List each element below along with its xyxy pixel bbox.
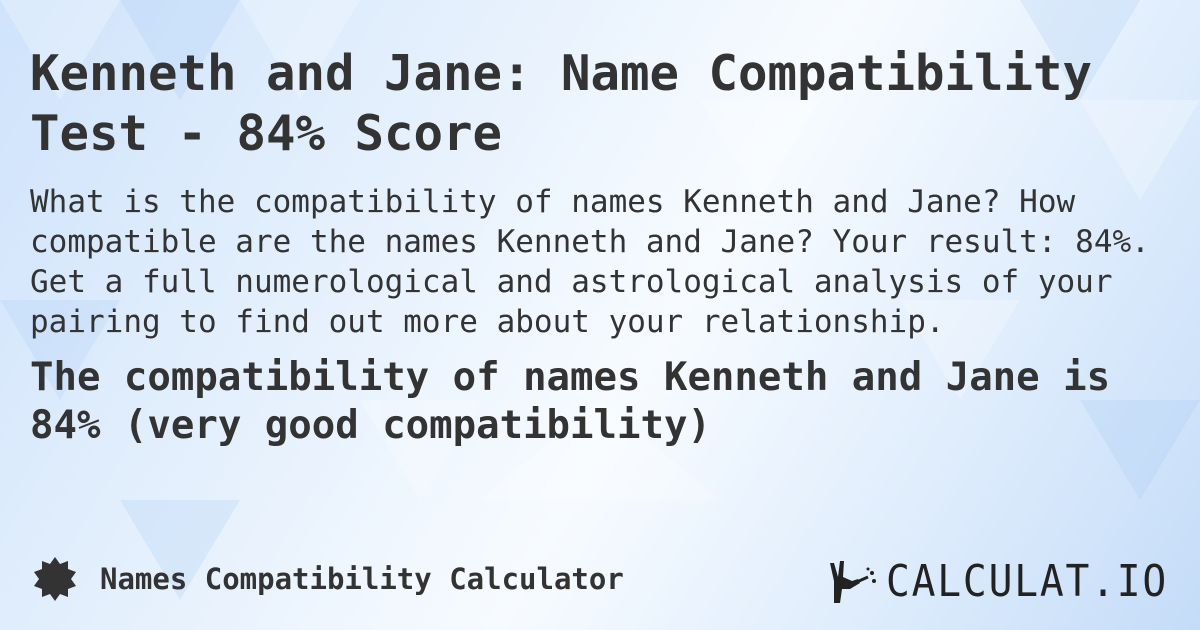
badge-icon [34, 557, 76, 601]
page-title: Kenneth and Jane: Name Compatibility Tes… [30, 45, 1093, 162]
result-heading: The compatibility of names Kenneth and J… [30, 355, 1111, 448]
calculator-link[interactable]: Names Compatibility Calculator [32, 556, 624, 602]
logo-text: CALCULAT.IO [886, 556, 1169, 607]
calculator-name: Names Compatibility Calculator [100, 562, 624, 596]
calculat-logo[interactable]: CALCULAT.IO [828, 556, 1199, 607]
description: What is the compatibility of names Kenne… [30, 184, 1150, 340]
hand-wand-icon [830, 560, 876, 603]
